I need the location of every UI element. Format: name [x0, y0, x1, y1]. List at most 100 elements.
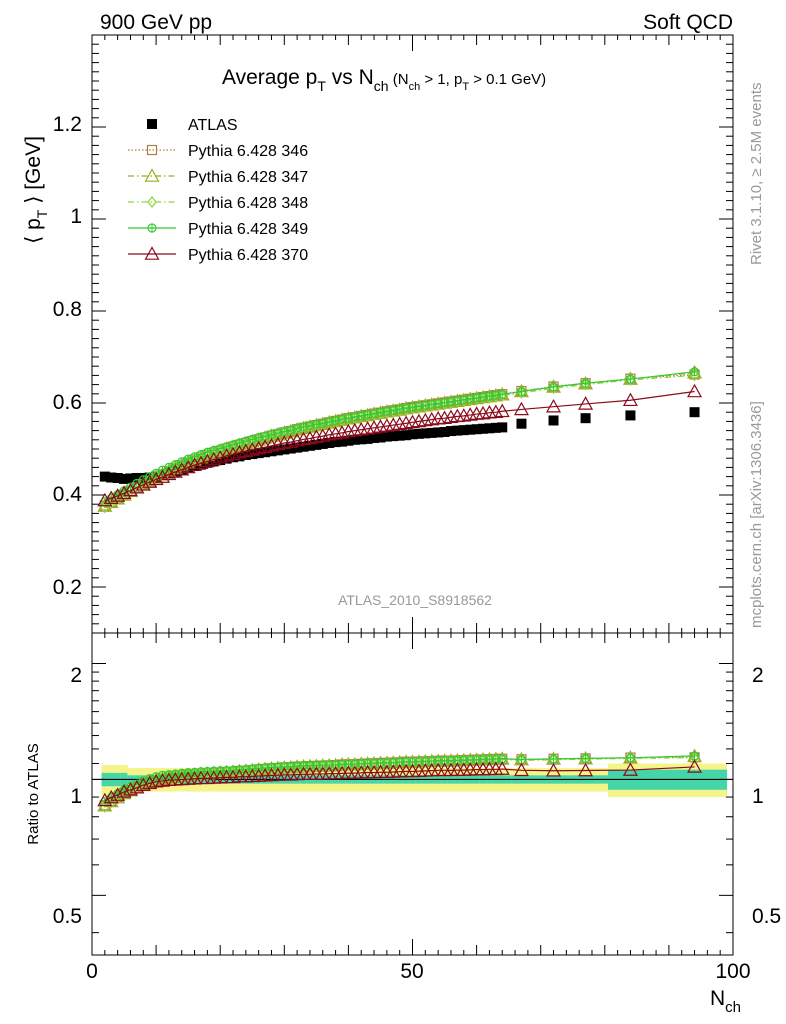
data-point	[189, 461, 200, 472]
ratio-y-axis-label: Ratio to ATLAS	[25, 743, 42, 844]
ratio-point	[97, 792, 113, 807]
legend-label: Pythia 6.428 370	[188, 247, 308, 264]
data-point	[157, 470, 168, 481]
x-tick-labels: 0 50 100	[86, 960, 750, 983]
x-tick-label: 100	[715, 960, 750, 983]
y-tick-labels: 0.2 0.4 0.6 0.8 1 1.2	[53, 113, 83, 599]
mc-point	[622, 392, 638, 407]
data-point	[407, 429, 418, 440]
mc-point	[546, 398, 562, 413]
data-point	[106, 472, 117, 483]
ratio-point	[687, 759, 703, 773]
data-point	[125, 473, 136, 484]
mc-point	[161, 466, 177, 481]
data-point	[119, 473, 130, 484]
ratio-point	[622, 762, 638, 776]
data-point	[445, 426, 456, 437]
mc-point	[516, 386, 527, 397]
mc-point	[135, 477, 151, 491]
mc-point	[219, 448, 235, 462]
mc-point	[129, 479, 145, 494]
mc-point	[270, 436, 286, 451]
chart-title: Average pT vs Nch (Nch > 1, pT > 0.1 GeV…	[222, 66, 546, 94]
data-point	[208, 456, 219, 467]
data-point	[369, 432, 380, 443]
mc-point	[193, 455, 209, 470]
data-point	[336, 436, 347, 447]
mc-point	[174, 461, 190, 476]
mcplots-reference-text: mcplots.cern.ch [arXiv:1306.3436]	[748, 401, 765, 628]
data-point	[439, 426, 450, 437]
mc-point	[497, 389, 507, 399]
data-point	[112, 472, 123, 483]
data-point	[343, 435, 354, 446]
y-tick-label: 0.2	[53, 576, 82, 599]
data-point	[490, 422, 501, 433]
mc-point	[244, 442, 260, 456]
y-tick-label: 1	[70, 205, 82, 228]
ratio-y-tick-labels: 0.5 1 2 0.5 1 2	[53, 664, 781, 928]
data-point	[426, 427, 437, 438]
data-point	[433, 427, 444, 438]
ratio-y-tick-label-right: 1	[752, 785, 764, 808]
mc-point	[494, 403, 510, 418]
mc-point	[167, 464, 183, 478]
legend-marker	[146, 144, 158, 156]
mc-point	[103, 490, 119, 505]
ratio-point	[122, 781, 138, 796]
y-tick-label: 0.6	[53, 391, 82, 414]
mc-point	[302, 430, 318, 445]
mc-point	[283, 434, 299, 448]
mc-point	[142, 474, 158, 488]
mc-point	[513, 401, 529, 416]
x-tick-label: 0	[86, 960, 98, 983]
ratio-point	[116, 784, 132, 798]
axis-ticks	[91, 34, 734, 955]
header-right: Soft QCD	[643, 11, 733, 34]
ratio-point	[129, 779, 145, 794]
mc-point	[110, 488, 126, 502]
data-point	[349, 434, 360, 445]
x-axis-label: Nch	[710, 987, 741, 1016]
ratio-point	[516, 754, 527, 765]
ratio-y-tick-label-right: 2	[752, 664, 764, 687]
data-point	[317, 438, 328, 449]
mc-point	[148, 471, 164, 486]
mc-point	[154, 469, 171, 483]
mc-point	[478, 392, 488, 402]
mc-point	[180, 459, 196, 474]
legend-label: Pythia 6.428 347	[188, 169, 308, 186]
data-point	[401, 430, 412, 441]
mc-point	[251, 440, 267, 455]
ratio-y-tick-label: 2	[70, 664, 82, 687]
legend-marker	[147, 223, 157, 233]
data-point	[689, 407, 700, 418]
mc-point	[289, 432, 305, 447]
data-point	[478, 423, 489, 434]
data-point	[388, 431, 399, 442]
mc-point	[263, 438, 279, 452]
legend-label: ATLAS	[188, 117, 238, 134]
y-axis-label: ⟨ pT ⟩ [GeV]	[22, 136, 50, 244]
data-point	[131, 472, 142, 483]
data-point	[516, 418, 527, 429]
ratio-point	[625, 753, 636, 763]
mc-point	[548, 382, 559, 392]
y-tick-label: 1.2	[53, 113, 82, 136]
data-point	[304, 440, 315, 451]
data-point	[625, 410, 636, 421]
data-point	[324, 438, 335, 449]
rivet-version-text: Rivet 3.1.10, ≥ 2.5M events	[748, 83, 765, 266]
data-point	[420, 428, 431, 439]
series-line	[104, 374, 695, 508]
mc-point	[187, 457, 203, 471]
mc-point	[206, 451, 222, 466]
ratio-y-tick-label-right: 0.5	[752, 905, 781, 928]
legend-marker	[144, 168, 160, 182]
data-point	[381, 431, 392, 442]
series-5	[97, 383, 703, 807]
mc-point	[212, 450, 228, 464]
data-point	[484, 423, 495, 434]
ratio-point	[135, 777, 151, 792]
legend-marker	[147, 196, 157, 208]
